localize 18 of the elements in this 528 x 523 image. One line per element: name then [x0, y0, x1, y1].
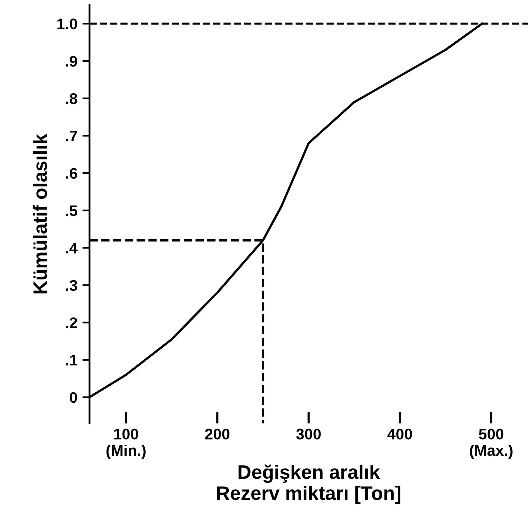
y-tick-label: .9 [66, 56, 78, 67]
y-tick-label: .2 [66, 318, 78, 328]
x-tick-label: 100 (Min.) [106, 428, 146, 460]
x-tick-label: 200 [205, 428, 230, 440]
y-tick-label: 0 [70, 392, 78, 404]
y-tick-label: 1.0 [58, 18, 78, 30]
y-tick-label: .4 [66, 243, 78, 254]
y-tick-label: .5 [66, 206, 78, 216]
y-tick-label: .3 [66, 280, 78, 292]
y-tick-label: .7 [66, 131, 78, 142]
y-tick-label: .8 [66, 93, 78, 104]
y-tick-label: .6 [66, 168, 78, 180]
y-tick-label: .1 [66, 355, 78, 366]
x-axis-title: Değişken aralık Rezerv miktarı [Ton] [217, 464, 401, 504]
x-tick-label: 500 (Max.) [470, 428, 513, 460]
x-tick-label: 300 [296, 428, 321, 440]
x-tick-label: 400 [388, 428, 412, 440]
y-axis-title: Kümülatif olasılık [33, 134, 48, 294]
